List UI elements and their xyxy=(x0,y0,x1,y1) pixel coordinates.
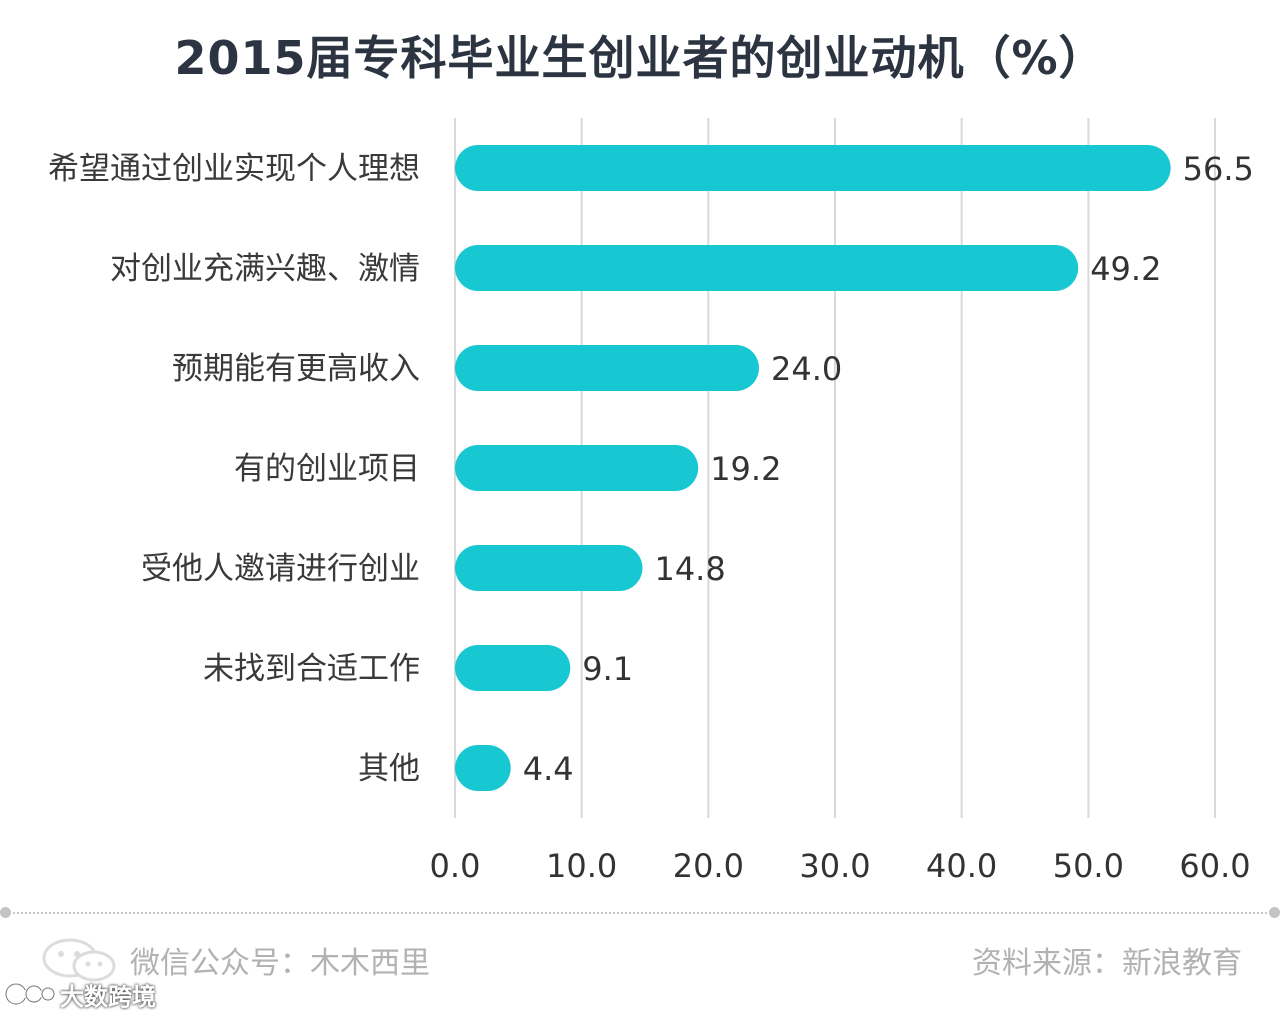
bar xyxy=(455,245,1079,291)
bar xyxy=(455,445,699,491)
category-label: 对创业充满兴趣、激情 xyxy=(110,251,420,287)
watermark-logo-icon xyxy=(4,982,56,1006)
value-label: 24.0 xyxy=(771,350,842,388)
divider-dot-right xyxy=(1269,907,1280,918)
bar xyxy=(455,745,511,791)
bar xyxy=(455,545,643,591)
category-label: 其他 xyxy=(358,751,420,787)
x-tick-label: 60.0 xyxy=(1179,847,1250,885)
watermark: 大数跨境 xyxy=(4,976,156,1012)
footer-data-source: 资料来源：新浪教育 xyxy=(972,946,1242,981)
value-label: 56.5 xyxy=(1183,150,1254,188)
x-tick-label: 30.0 xyxy=(799,847,870,885)
value-label: 49.2 xyxy=(1090,250,1161,288)
watermark-text: 大数跨境 xyxy=(60,982,156,1011)
value-label: 9.1 xyxy=(582,650,633,688)
category-label: 受他人邀请进行创业 xyxy=(141,551,420,587)
value-label: 14.8 xyxy=(654,550,725,588)
category-label: 有的创业项目 xyxy=(234,451,420,487)
footer-divider xyxy=(6,912,1274,914)
category-label: 未找到合适工作 xyxy=(203,651,420,687)
x-tick-label: 40.0 xyxy=(926,847,997,885)
bar xyxy=(455,345,759,391)
bar xyxy=(455,145,1171,191)
x-tick-label: 20.0 xyxy=(673,847,744,885)
value-label: 4.4 xyxy=(523,750,574,788)
footer-source-account: 微信公众号：木木西里 xyxy=(130,946,430,981)
x-tick-label: 10.0 xyxy=(546,847,617,885)
chart-area: 0.0 10.0 20.0 30.0 40.0 50.0 60.0 希望通过创业实现个人理想 5… xyxy=(48,118,1254,885)
bar xyxy=(455,645,571,691)
divider-dot-left xyxy=(0,907,11,918)
category-label: 希望通过创业实现个人理想 xyxy=(48,151,420,187)
x-tick-label: 50.0 xyxy=(1053,847,1124,885)
value-label: 19.2 xyxy=(710,450,781,488)
category-label: 预期能有更高收入 xyxy=(172,351,420,387)
x-tick-label: 0.0 xyxy=(430,847,481,885)
wechat-icon xyxy=(40,938,120,986)
chart-title: 2015届专科毕业生创业者的创业动机（%） xyxy=(174,31,1106,85)
